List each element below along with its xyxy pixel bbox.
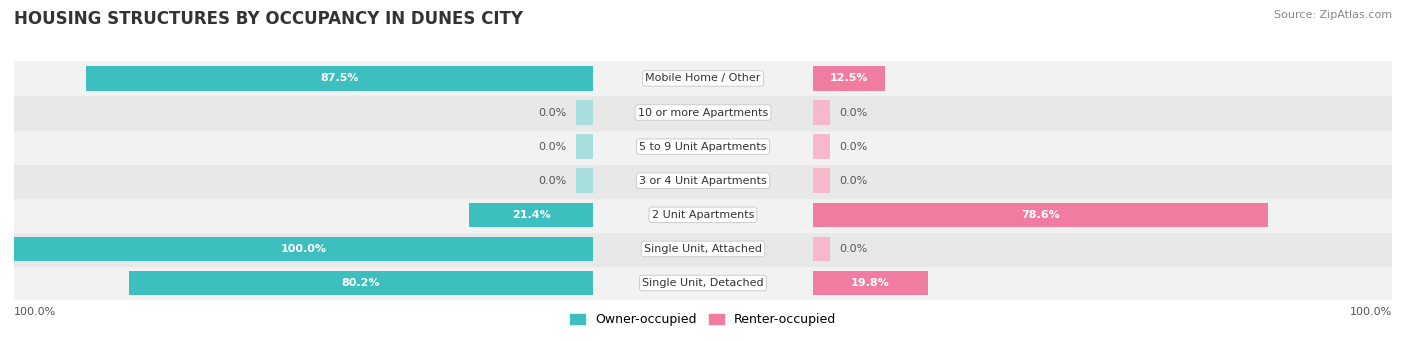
Bar (813, 61, 1392, 95)
Bar (129, 271, 593, 295)
Text: 2 Unit Apartments: 2 Unit Apartments (652, 210, 754, 220)
Bar (813, 198, 1392, 232)
Text: 0.0%: 0.0% (839, 107, 868, 118)
Bar (14, 95, 593, 130)
Bar (593, 232, 813, 266)
Bar (813, 203, 1268, 227)
Bar (593, 130, 813, 164)
Text: Source: ZipAtlas.com: Source: ZipAtlas.com (1274, 10, 1392, 20)
Text: Mobile Home / Other: Mobile Home / Other (645, 73, 761, 84)
Text: 87.5%: 87.5% (321, 73, 359, 84)
Text: Single Unit, Detached: Single Unit, Detached (643, 278, 763, 288)
Text: 0.0%: 0.0% (538, 107, 567, 118)
Text: 21.4%: 21.4% (512, 210, 550, 220)
Bar (575, 134, 593, 159)
Text: 80.2%: 80.2% (342, 278, 380, 288)
Bar (86, 66, 593, 91)
Bar (813, 237, 831, 261)
Bar (575, 100, 593, 125)
Text: 3 or 4 Unit Apartments: 3 or 4 Unit Apartments (640, 176, 766, 186)
Text: 0.0%: 0.0% (839, 244, 868, 254)
Text: 10 or more Apartments: 10 or more Apartments (638, 107, 768, 118)
Legend: Owner-occupied, Renter-occupied: Owner-occupied, Renter-occupied (565, 308, 841, 331)
Bar (593, 164, 813, 198)
Bar (14, 232, 593, 266)
Bar (813, 232, 1392, 266)
Bar (14, 266, 593, 300)
Bar (575, 168, 593, 193)
Bar (14, 198, 593, 232)
Bar (813, 271, 928, 295)
Bar (813, 130, 1392, 164)
Bar (593, 95, 813, 130)
Text: 5 to 9 Unit Apartments: 5 to 9 Unit Apartments (640, 142, 766, 152)
Text: 12.5%: 12.5% (830, 73, 869, 84)
Bar (14, 130, 593, 164)
Bar (813, 266, 1392, 300)
Text: 100.0%: 100.0% (14, 307, 56, 317)
Text: 19.8%: 19.8% (851, 278, 890, 288)
Text: Single Unit, Attached: Single Unit, Attached (644, 244, 762, 254)
Bar (813, 164, 1392, 198)
Text: 78.6%: 78.6% (1021, 210, 1060, 220)
Text: 100.0%: 100.0% (1350, 307, 1392, 317)
Text: HOUSING STRUCTURES BY OCCUPANCY IN DUNES CITY: HOUSING STRUCTURES BY OCCUPANCY IN DUNES… (14, 10, 523, 28)
Bar (593, 198, 813, 232)
Text: 0.0%: 0.0% (538, 176, 567, 186)
Bar (593, 266, 813, 300)
Bar (813, 95, 1392, 130)
Text: 100.0%: 100.0% (281, 244, 326, 254)
Bar (14, 61, 593, 95)
Bar (593, 61, 813, 95)
Bar (813, 66, 886, 91)
Bar (813, 134, 831, 159)
Text: 0.0%: 0.0% (839, 142, 868, 152)
Text: 0.0%: 0.0% (538, 142, 567, 152)
Bar (813, 168, 831, 193)
Bar (14, 237, 593, 261)
Bar (470, 203, 593, 227)
Bar (813, 100, 831, 125)
Text: 0.0%: 0.0% (839, 176, 868, 186)
Bar (14, 164, 593, 198)
